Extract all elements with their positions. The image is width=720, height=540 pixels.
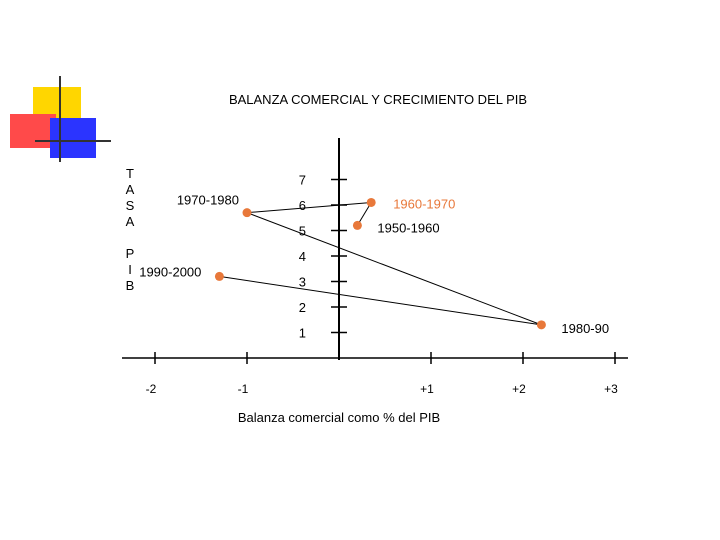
x-axis-label: Balanza comercial como % del PIB xyxy=(238,410,440,425)
data-point-p1980 xyxy=(536,320,546,330)
point-label-p1980: 1980-90 xyxy=(561,321,609,336)
y-label-letter: A xyxy=(126,182,135,197)
logo-horizontal-line xyxy=(35,140,111,142)
data-point-p1950 xyxy=(352,220,362,230)
y-tick-label: 3 xyxy=(299,275,306,290)
connection-line xyxy=(246,201,372,214)
x-tick-label: +1 xyxy=(420,382,434,396)
data-points xyxy=(214,197,546,330)
y-tick-label: 2 xyxy=(299,300,306,315)
data-point-p1960 xyxy=(366,197,376,207)
y-tick-label: 5 xyxy=(299,224,306,239)
y-label-letter: A xyxy=(126,214,135,229)
data-point-p1990 xyxy=(214,271,224,281)
y-label-letter: B xyxy=(126,278,135,293)
data-point-p1970 xyxy=(242,208,252,218)
point-label-p1970: 1970-1980 xyxy=(177,193,239,208)
y-label-letter: T xyxy=(126,166,134,181)
point-labels: 1950-1960 1960-1970 1970-1980 1980-90 1990-2… xyxy=(139,193,609,336)
y-tick-label: 6 xyxy=(299,198,306,213)
y-label-letter: S xyxy=(126,198,135,213)
x-tick-label: +2 xyxy=(512,382,526,396)
x-tick-label: +3 xyxy=(604,382,618,396)
logo-red-square xyxy=(10,114,56,148)
point-label-p1950: 1950-1960 xyxy=(377,220,439,235)
point-label-p1960: 1960-1970 xyxy=(393,196,455,211)
y-tick-label: 7 xyxy=(299,173,306,188)
x-tick-label: -1 xyxy=(238,382,249,396)
logo-vertical-line xyxy=(59,76,61,162)
logo-blue-square xyxy=(50,118,96,158)
y-label-letter: I xyxy=(128,262,132,277)
y-label-letter: P xyxy=(126,246,135,261)
chart-title: BALANZA COMERCIAL Y CRECIMIENTO DEL PIB xyxy=(229,92,527,107)
point-label-p1990: 1990-2000 xyxy=(139,264,201,279)
x-tick-label: -2 xyxy=(146,382,157,396)
connection-line xyxy=(219,275,542,326)
y-tick-label: 1 xyxy=(299,326,306,341)
x-ticks: -2 -1 +1 +2 +3 xyxy=(146,352,618,396)
y-tick-label: 4 xyxy=(299,249,306,264)
connection-line xyxy=(246,212,542,326)
